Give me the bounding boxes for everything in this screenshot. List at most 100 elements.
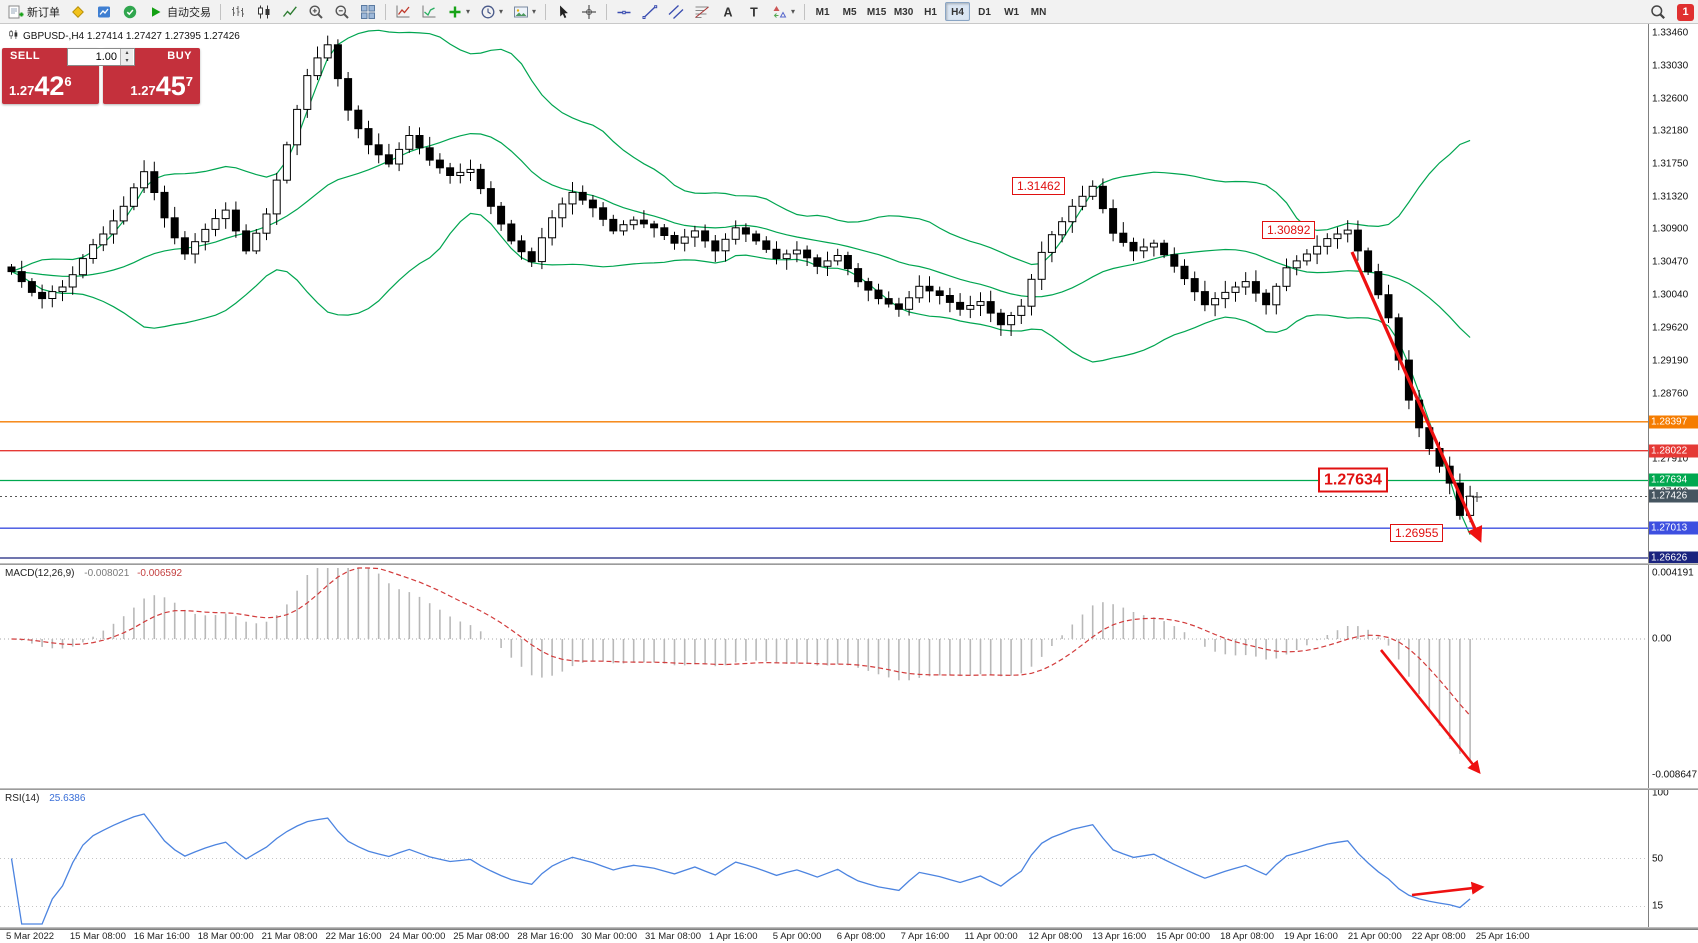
text-button[interactable]: A — [716, 2, 740, 22]
market-watch-button[interactable] — [92, 2, 116, 22]
timeframe-M30-button[interactable]: M30 — [893, 7, 914, 18]
volume-increase-button[interactable]: ▴ — [125, 50, 129, 56]
indicator-windows-button[interactable] — [417, 2, 441, 22]
rsi-arrow-right[interactable] — [1411, 881, 1485, 897]
green-app-icon — [122, 4, 138, 20]
time-axis[interactable]: 5 Mar 2022 15 Mar 08:00 16 Mar 16:00 18 Mar… — [0, 929, 1698, 943]
toolbar-buttons: 新订单 自动交易 ▾ ▾ ▾ A T ▾ M1 M5 M15 M30 H1 H4 D1 W1 MN — [3, 0, 1052, 23]
time-axis-label: 5 Mar 2022 — [6, 931, 55, 942]
crosshair-icon — [581, 4, 597, 20]
level-price-badge: 1.28397 — [1649, 415, 1698, 429]
candlestick-chart[interactable] — [0, 24, 1648, 563]
shapes-icon — [772, 4, 788, 20]
periods-button[interactable]: ▾ — [476, 2, 507, 22]
timeframe-W1-button[interactable]: W1 — [1004, 7, 1020, 18]
buy-price: 1.27457 — [130, 73, 193, 100]
blue-app-icon — [96, 4, 112, 20]
rsi-scale[interactable]: 100 50 15 — [1648, 790, 1698, 927]
symbol-info: GBPUSD-,H4 1.27414 1.27427 1.27395 1.274… — [8, 29, 240, 43]
price-callout[interactable]: 1.30892 — [1262, 220, 1316, 239]
macd-value-signal: -0.006592 — [137, 568, 183, 579]
toolbar-separator — [385, 3, 386, 20]
crosshair-button[interactable] — [577, 2, 601, 22]
arrows-button[interactable]: ▾ — [768, 2, 799, 22]
time-axis-label: 31 Mar 08:00 — [645, 931, 701, 942]
diamond-icon — [70, 4, 86, 20]
fibonacci-button[interactable] — [690, 2, 714, 22]
main-chart-panel[interactable]: 1.31462 1.30892 1.27634 1.26955 GBPUSD-,H4 … — [0, 24, 1698, 563]
new-order-button[interactable]: 新订单 — [4, 2, 64, 22]
time-axis-label: 13 Apr 16:00 — [1092, 931, 1147, 942]
channel-button[interactable] — [664, 2, 688, 22]
panel-separator[interactable] — [0, 788, 1698, 790]
search-button[interactable] — [1646, 2, 1670, 22]
rsi-panel[interactable]: RSI(14) 25.6386 100 50 15 — [0, 790, 1698, 927]
panel-separator[interactable] — [0, 927, 1698, 929]
add-object-button[interactable]: ▾ — [443, 2, 474, 22]
autotrading-button[interactable]: 自动交易 — [144, 2, 215, 22]
chart-symbol-icon — [8, 29, 19, 43]
macd-arrow-down[interactable] — [1379, 649, 1481, 775]
text-label-button[interactable]: T — [742, 2, 766, 22]
trend-arrow-down[interactable] — [1350, 251, 1483, 543]
new-order-button-label: 新订单 — [27, 6, 60, 19]
buy-price-sup: 7 — [185, 74, 193, 89]
price-scale[interactable]: 1.33460 1.33030 1.32600 1.32180 1.31750 1.313… — [1648, 24, 1698, 563]
volume-input[interactable] — [68, 49, 120, 65]
time-axis-label: 15 Apr 00:00 — [1156, 931, 1211, 942]
price-scale-label: 1.30900 — [1652, 223, 1689, 235]
play-icon — [148, 4, 164, 20]
svg-text:A: A — [724, 5, 733, 19]
dropdown-caret-icon: ▾ — [466, 7, 471, 16]
timeframe-MN-button[interactable]: MN — [1030, 7, 1047, 18]
tile-windows-button[interactable] — [356, 2, 380, 22]
text-T-icon: T — [746, 4, 762, 20]
navigator-button[interactable] — [118, 2, 142, 22]
price-callout[interactable]: 1.26955 — [1390, 523, 1444, 542]
line-chart-button[interactable] — [278, 2, 302, 22]
cursor-button[interactable] — [551, 2, 575, 22]
bollinger-lower-band — [11, 212, 1471, 535]
time-axis-label: 19 Apr 16:00 — [1284, 931, 1338, 942]
new-order-icon — [8, 4, 24, 20]
timeframe-D1-button[interactable]: D1 — [978, 7, 991, 18]
bar-chart-button[interactable] — [226, 2, 250, 22]
timeframe-M1-button[interactable]: M1 — [815, 7, 830, 18]
indicators-button[interactable] — [391, 2, 415, 22]
autotrading-button-label: 自动交易 — [167, 6, 211, 19]
bars-icon — [230, 4, 246, 20]
time-axis-label: 18 Apr 08:00 — [1220, 931, 1274, 942]
macd-scale[interactable]: 0.004191 0.00 -0.008647 — [1648, 565, 1698, 788]
metaeditor-button[interactable] — [66, 2, 90, 22]
timeframe-M15-button[interactable]: M15 — [866, 7, 887, 18]
candlesticks — [7, 35, 1475, 523]
timeframe-H4-button[interactable]: H4 — [945, 2, 971, 21]
trendline-button[interactable] — [638, 2, 662, 22]
volume-decrease-button[interactable]: ▾ — [125, 58, 129, 64]
templates-button[interactable]: ▾ — [509, 2, 540, 22]
timeframe-H1-button[interactable]: H1 — [924, 7, 937, 18]
price-scale-label: 1.32180 — [1652, 125, 1689, 137]
price-callout[interactable]: 1.31462 — [1012, 177, 1066, 196]
rsi-value: 25.6386 — [49, 793, 86, 804]
macd-scale-label: 0.004191 — [1652, 567, 1694, 579]
zoom-out-button[interactable] — [330, 2, 354, 22]
price-callout[interactable]: 1.27634 — [1318, 467, 1388, 493]
timeframe-M5-button[interactable]: M5 — [842, 7, 857, 18]
time-axis-label: 22 Mar 16:00 — [325, 931, 382, 942]
toolbar-separator — [804, 3, 806, 20]
indicator-icon — [395, 4, 411, 20]
macd-signal-line — [11, 567, 1471, 717]
notifications-badge[interactable]: 1 — [1677, 3, 1694, 21]
rsi-plot[interactable] — [0, 790, 1648, 927]
macd-header: MACD(12,26,9) -0.008021 -0.006592 — [5, 568, 182, 579]
one-click-trading-panel: SELL 1.27426 ▴ ▾ BUY 1.27457 — [2, 48, 200, 104]
macd-panel[interactable]: MACD(12,26,9) -0.008021 -0.006592 0.0041… — [0, 565, 1698, 788]
horizontal-line-button[interactable] — [612, 2, 636, 22]
panel-separator[interactable] — [0, 563, 1698, 565]
zoom-in-button[interactable] — [304, 2, 328, 22]
macd-plot[interactable] — [0, 565, 1648, 788]
candlestick-chart-button[interactable] — [252, 2, 276, 22]
time-axis-label: 25 Mar 08:00 — [453, 931, 510, 942]
dropdown-caret-icon: ▾ — [791, 7, 796, 16]
